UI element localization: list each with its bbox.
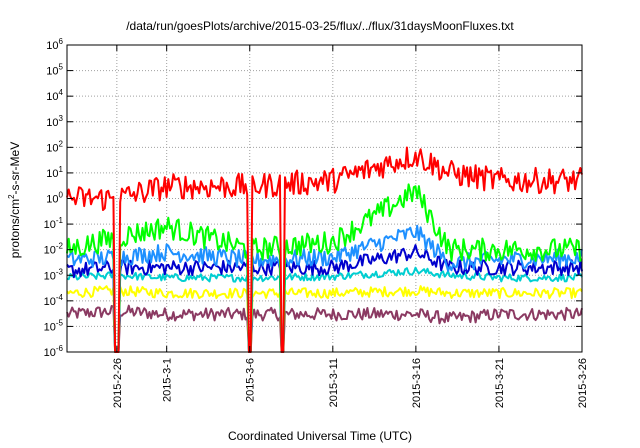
y-tick-label: 10-6 xyxy=(44,344,64,359)
x-tick-label: 2015-3-11 xyxy=(328,358,340,407)
plot-frame xyxy=(66,44,583,353)
y-tick-label: 103 xyxy=(46,114,63,129)
y-tick-label: 106 xyxy=(46,37,63,52)
series-line-0 xyxy=(66,304,583,353)
x-axis-ticks: 2015-2-26 2015-3-1 2015-3-6 2015-3-11 2015-3… xyxy=(112,358,589,408)
x-tick-label: 2015-3-21 xyxy=(494,358,506,408)
y-tick-label: 101 xyxy=(46,165,63,180)
y-axis-ticks: 10-6 10-5 10-4 10-3 10-2 10-1 100 101 102 103 104 1… xyxy=(44,37,64,359)
y-tick-label: 10-1 xyxy=(44,216,64,231)
axes xyxy=(66,44,583,353)
y-tick-label: 10-3 xyxy=(44,267,64,282)
y-tick-label: 104 xyxy=(46,88,63,103)
chart-title: /data/run/goesPlots/archive/2015-03-25/f… xyxy=(126,19,514,33)
y-tick-label: 105 xyxy=(46,63,63,78)
series-line-4 xyxy=(66,224,583,353)
series-line-1 xyxy=(66,285,583,353)
x-tick-label: 2015-2-26 xyxy=(112,358,124,408)
y-tick-label: 10-5 xyxy=(44,318,64,333)
x-tick-label: 2015-3-1 xyxy=(162,358,174,402)
y-tick-label: 102 xyxy=(46,139,63,154)
series-line-5 xyxy=(66,183,583,353)
series-line-3 xyxy=(66,244,583,353)
y-axis-label: protons/cm2-s-sr-MeV xyxy=(7,142,22,258)
x-tick-label: 2015-3-6 xyxy=(245,358,257,402)
series-line-6 xyxy=(66,146,583,353)
series-line-2 xyxy=(66,266,583,353)
x-axis-label: Coordinated Universal Time (UTC) xyxy=(228,429,412,443)
x-tick-label: 2015-3-16 xyxy=(411,358,423,408)
y-tick-label: 100 xyxy=(46,191,63,206)
y-tick-label: 10-2 xyxy=(44,242,64,257)
data-lines xyxy=(66,146,583,353)
y-tick-label: 10-4 xyxy=(44,293,64,308)
x-tick-label: 2015-3-26 xyxy=(577,358,589,408)
